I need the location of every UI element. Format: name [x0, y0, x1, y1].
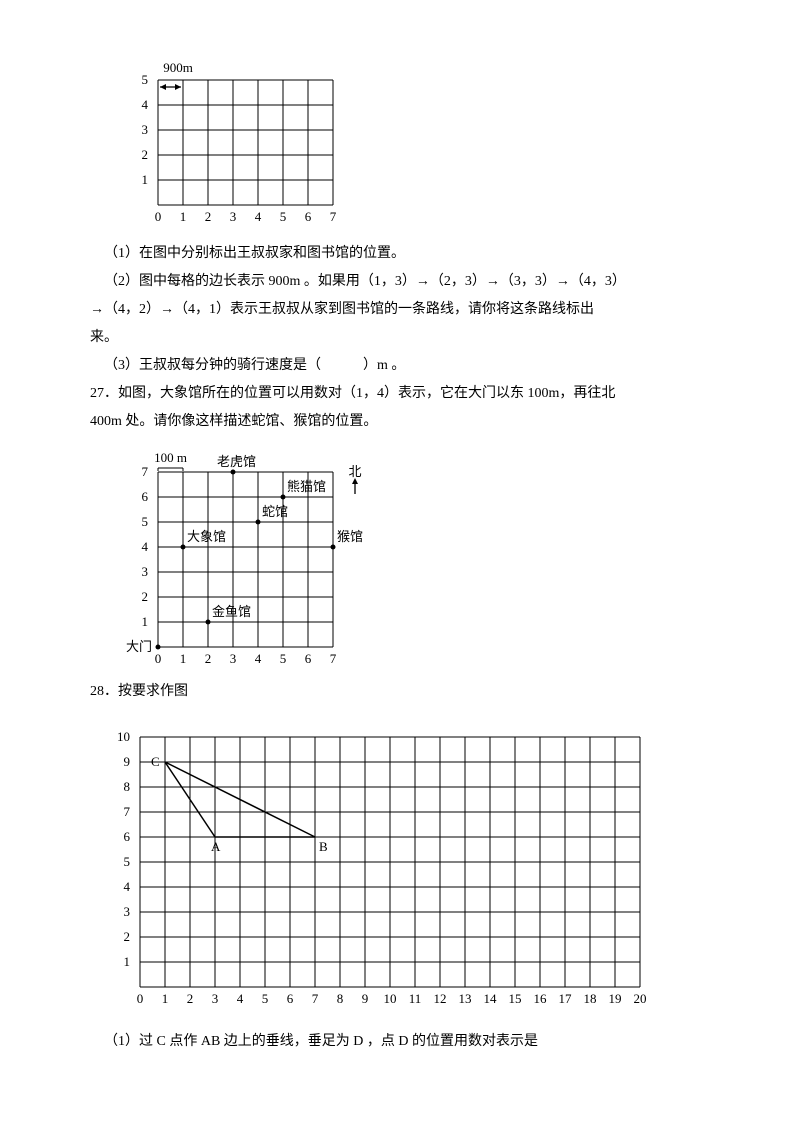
svg-text:大象馆: 大象馆	[187, 529, 226, 544]
svg-text:10: 10	[117, 729, 130, 744]
svg-text:13: 13	[459, 991, 472, 1006]
grid-zoo: 0 1 2 3 4 5 6 7 1 2 3 4 5 6 7 100 m 北大门 大象馆金鱼馆 老虎馆蛇馆 熊猫馆猴馆	[120, 442, 380, 672]
svg-text:5: 5	[262, 991, 269, 1006]
svg-text:6: 6	[305, 651, 312, 666]
grid-900m: 0 1 2 3 4 5 6 7 1 2 3 4 5 900m	[120, 40, 350, 230]
svg-text:900m: 900m	[163, 60, 193, 75]
svg-text:17: 17	[559, 991, 573, 1006]
svg-text:0: 0	[155, 209, 162, 224]
figure-zoo: 0 1 2 3 4 5 6 7 1 2 3 4 5 6 7 100 m 北大门 大象馆金鱼馆 老虎馆蛇馆 熊猫馆猴馆	[120, 442, 704, 672]
svg-text:6: 6	[305, 209, 312, 224]
svg-text:6: 6	[124, 829, 131, 844]
figure-1: 0 1 2 3 4 5 6 7 1 2 3 4 5 900m	[120, 40, 704, 230]
q1-line1: （1）在图中分别标出王叔叔家和图书馆的位置。	[90, 240, 704, 268]
svg-text:7: 7	[330, 209, 337, 224]
svg-text:3: 3	[142, 564, 149, 579]
svg-text:15: 15	[509, 991, 522, 1006]
svg-text:16: 16	[534, 991, 548, 1006]
svg-text:5: 5	[124, 854, 131, 869]
svg-text:4: 4	[142, 539, 149, 554]
q1-line5: （3）王叔叔每分钟的骑行速度是（ ）m 。	[90, 352, 704, 380]
svg-text:1: 1	[142, 172, 149, 187]
svg-text:4: 4	[255, 651, 262, 666]
svg-text:0: 0	[137, 991, 144, 1006]
svg-text:2: 2	[187, 991, 194, 1006]
svg-text:6: 6	[287, 991, 294, 1006]
svg-text:北: 北	[348, 464, 361, 479]
svg-text:B: B	[319, 839, 328, 854]
svg-text:5: 5	[280, 651, 287, 666]
svg-text:大门: 大门	[126, 639, 152, 654]
svg-text:1: 1	[142, 614, 149, 629]
svg-text:10: 10	[384, 991, 397, 1006]
svg-text:14: 14	[484, 991, 498, 1006]
svg-text:4: 4	[255, 209, 262, 224]
svg-text:8: 8	[337, 991, 344, 1006]
figure-triangle: 0123456789101112131415161718192012345678…	[110, 712, 704, 1022]
svg-text:2: 2	[142, 589, 149, 604]
svg-text:6: 6	[142, 489, 149, 504]
svg-text:8: 8	[124, 779, 131, 794]
svg-text:1: 1	[180, 651, 187, 666]
svg-text:5: 5	[280, 209, 287, 224]
svg-text:7: 7	[142, 464, 149, 479]
svg-text:4: 4	[237, 991, 244, 1006]
svg-text:19: 19	[609, 991, 622, 1006]
svg-text:2: 2	[124, 929, 131, 944]
svg-text:1: 1	[180, 209, 187, 224]
svg-text:11: 11	[409, 991, 422, 1006]
svg-text:20: 20	[634, 991, 647, 1006]
svg-text:7: 7	[124, 804, 131, 819]
svg-text:C: C	[151, 754, 160, 769]
svg-text:3: 3	[230, 651, 237, 666]
q1-line3: →（4，2）→（4，1）表示王叔叔从家到图书馆的一条路线，请你将这条路线标出	[90, 296, 704, 324]
svg-text:3: 3	[142, 122, 149, 137]
svg-text:4: 4	[142, 97, 149, 112]
svg-text:9: 9	[362, 991, 369, 1006]
svg-text:3: 3	[212, 991, 219, 1006]
q27-intro2: 400m 处。请你像这样描述蛇馆、猴馆的位置。	[90, 408, 704, 436]
svg-text:2: 2	[205, 209, 212, 224]
svg-text:5: 5	[142, 514, 149, 529]
svg-text:1: 1	[162, 991, 169, 1006]
svg-text:熊猫馆: 熊猫馆	[287, 479, 326, 494]
svg-text:3: 3	[230, 209, 237, 224]
svg-text:7: 7	[312, 991, 319, 1006]
q27-intro1: 27．如图，大象馆所在的位置可以用数对（1，4）表示，它在大门以东 100m，再…	[90, 380, 704, 408]
svg-text:2: 2	[142, 147, 149, 162]
q1-line2: （2）图中每格的边长表示 900m 。如果用（1，3）→（2，3）→（3，3）→…	[90, 268, 704, 296]
svg-text:猴馆: 猴馆	[337, 529, 363, 544]
svg-text:2: 2	[205, 651, 212, 666]
q28-footer: （1）过 C 点作 AB 边上的垂线，垂足为 D ，点 D 的位置用数对表示是	[90, 1028, 704, 1056]
svg-text:5: 5	[142, 72, 149, 87]
svg-text:100 m: 100 m	[154, 450, 187, 465]
svg-text:1: 1	[124, 954, 131, 969]
svg-text:12: 12	[434, 991, 447, 1006]
svg-text:9: 9	[124, 754, 131, 769]
q28-title: 28．按要求作图	[90, 678, 704, 706]
svg-text:0: 0	[155, 651, 162, 666]
svg-text:18: 18	[584, 991, 597, 1006]
grid-triangle: 0123456789101112131415161718192012345678…	[110, 712, 660, 1022]
svg-text:金鱼馆: 金鱼馆	[212, 604, 251, 619]
svg-text:3: 3	[124, 904, 131, 919]
svg-text:老虎馆: 老虎馆	[217, 454, 256, 469]
svg-text:7: 7	[330, 651, 337, 666]
q1-line4: 来。	[90, 324, 704, 352]
svg-text:蛇馆: 蛇馆	[262, 504, 288, 519]
svg-text:A: A	[211, 839, 221, 854]
svg-text:4: 4	[124, 879, 131, 894]
